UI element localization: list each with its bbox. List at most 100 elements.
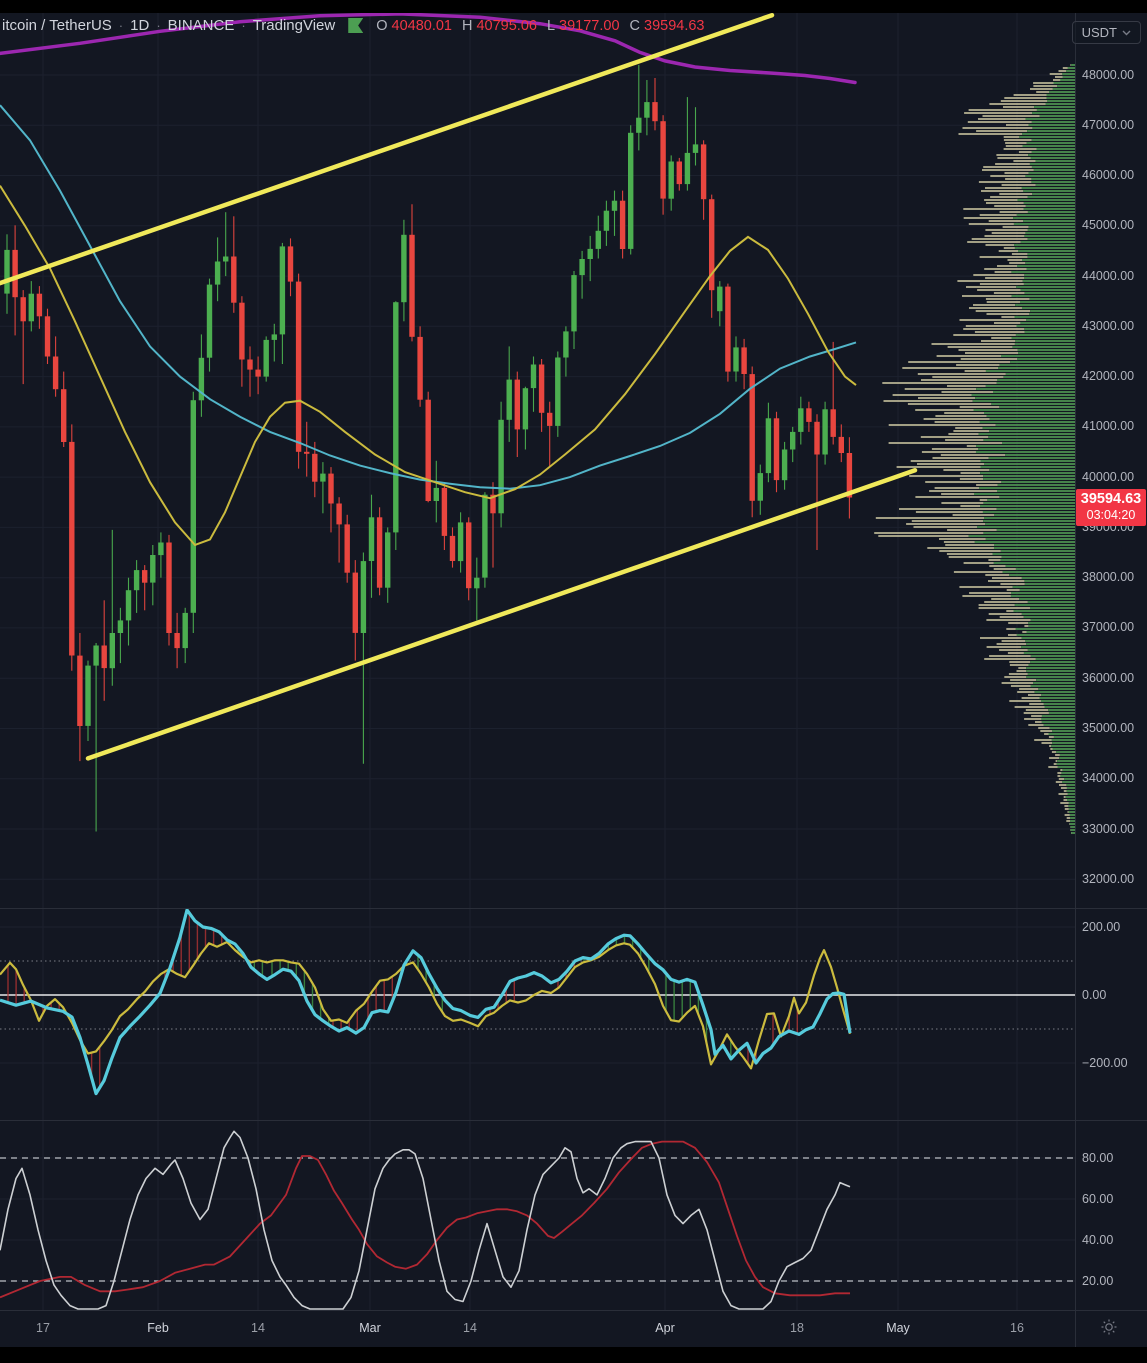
candle-body [417, 336, 423, 400]
volume-profile-buy-bar [1009, 574, 1075, 576]
price-axis-label: 48000.00 [1082, 67, 1135, 82]
volume-profile-buy-bar [1049, 712, 1075, 714]
candle-body [652, 102, 658, 122]
oscillator-main-line [0, 908, 852, 1096]
volume-profile-buy-bar [1025, 262, 1075, 264]
volume-profile-buy-bar [1030, 685, 1075, 687]
volume-profile-sell-bar [944, 412, 984, 414]
volume-profile-buy-bar [1028, 664, 1075, 666]
volume-profile-buy-bar [987, 499, 1075, 501]
volume-profile-sell-bar [1001, 316, 1015, 318]
volume-profile-sell-bar [1057, 775, 1061, 777]
stochastic-axis-label: 20.00 [1082, 1273, 1114, 1288]
volume-profile-buy-bar [980, 460, 1075, 462]
candle-body [579, 259, 585, 276]
volume-profile-sell-bar [1000, 100, 1048, 102]
volume-profile-sell-bar [1055, 754, 1060, 756]
volume-profile-sell-bar [1060, 769, 1063, 771]
volume-profile-buy-bar [1029, 298, 1075, 300]
volume-profile-buy-bar [1045, 103, 1075, 105]
volume-profile-buy-bar [1002, 571, 1075, 573]
candle-body [166, 542, 172, 633]
volume-profile-sell-bar [921, 379, 998, 381]
candle-body [150, 555, 156, 583]
volume-profile-buy-bar [1024, 235, 1075, 237]
volume-profile-buy-bar [983, 478, 1075, 480]
time-axis-label: 16 [1010, 1321, 1024, 1335]
candle-body [287, 246, 294, 282]
trendline[interactable] [85, 468, 918, 761]
volume-profile-buy-bar [984, 463, 1075, 465]
volume-profile-buy-bar [1023, 616, 1075, 618]
volume-profile-sell-bar [957, 280, 1023, 282]
volume-profile-sell-bar [996, 154, 1028, 156]
candle-body [555, 357, 561, 426]
volume-profile-sell-bar [992, 577, 1022, 579]
volume-profile-buy-bar [1041, 721, 1075, 723]
volume-profile-sell-bar [958, 349, 1018, 351]
volume-profile-buy-bar [1019, 589, 1075, 591]
volume-profile-sell-bar [999, 193, 1033, 195]
volume-profile-sell-bar [948, 556, 1002, 558]
volume-profile-sell-bar [1049, 745, 1052, 747]
volume-profile-buy-bar [995, 424, 1075, 426]
trendline[interactable] [0, 12, 775, 286]
volume-profile-sell-bar [999, 616, 1024, 618]
volume-profile-sell-bar [1008, 673, 1028, 675]
volume-profile-buy-bar [997, 490, 1075, 492]
volume-profile-sell-bar [959, 586, 1013, 588]
volume-profile-sell-bar [990, 196, 1028, 198]
volume-profile-sell-bar [945, 439, 984, 441]
volume-profile-sell-bar [1013, 94, 1047, 96]
volume-profile-buy-bar [1027, 238, 1075, 240]
candle-body [133, 570, 140, 591]
volume-profile-sell-bar [915, 409, 974, 411]
volume-profile-sell-bar [1009, 661, 1031, 663]
volume-profile-sell-bar [976, 130, 1027, 132]
currency-dropdown-button[interactable]: USDT [1071, 21, 1141, 44]
volume-profile-sell-bar [984, 235, 1025, 237]
volume-profile-sell-bar [984, 658, 1036, 660]
volume-profile-sell-bar [947, 529, 997, 531]
volume-profile-sell-bar [988, 613, 1022, 615]
ohlc-readout: O 40480.01 H 40795.06 L 39177.00 C 39594.63 [376, 18, 710, 34]
volume-profile-sell-bar [1040, 730, 1053, 732]
volume-profile-buy-bar [1062, 769, 1075, 771]
volume-profile-sell-bar [923, 418, 990, 420]
volume-profile-buy-bar [1028, 226, 1075, 228]
volume-profile-sell-bar [984, 199, 1018, 201]
candle-body [449, 535, 456, 561]
volume-profile-sell-bar [932, 376, 1004, 378]
volume-profile-buy-bar [1027, 673, 1075, 675]
candle-body [328, 473, 334, 504]
ma-21-line [0, 185, 857, 547]
volume-profile-buy-bar [1032, 112, 1075, 114]
time-axis-separator [0, 1310, 1147, 1311]
volume-profile-buy-bar [991, 403, 1075, 405]
volume-profile-buy-bar [1026, 676, 1075, 678]
volume-profile-buy-bar [1070, 820, 1075, 822]
volume-profile-buy-bar [1030, 607, 1075, 609]
volume-profile-sell-bar [1050, 748, 1053, 750]
volume-profile-sell-bar [947, 346, 1013, 348]
pane-separator-oscillator[interactable] [0, 908, 1147, 909]
volume-profile-buy-bar [971, 394, 1075, 396]
volume-profile-sell-bar [932, 457, 989, 459]
volume-profile-sell-bar [1016, 670, 1027, 672]
pane-separator-stochastic[interactable] [0, 1120, 1147, 1121]
volume-profile-sell-bar [969, 592, 1012, 594]
volume-profile-buy-bar [988, 457, 1075, 459]
theme-sun-icon[interactable] [1100, 1318, 1118, 1341]
candle-body [790, 431, 796, 450]
volume-profile-sell-bar [931, 343, 1015, 345]
volume-profile-sell-bar [1049, 757, 1060, 759]
volume-profile-buy-bar [1017, 358, 1075, 360]
price-axis-label: 41000.00 [1082, 419, 1135, 434]
volume-profile-buy-bar [1020, 301, 1075, 303]
oscillator-axis-label: −200.00 [1082, 1055, 1128, 1070]
candle-body [547, 412, 553, 426]
exchange-label: BINANCE [167, 17, 235, 34]
volume-profile-buy-bar [1032, 127, 1075, 129]
volume-profile-buy-bar [1031, 121, 1075, 123]
